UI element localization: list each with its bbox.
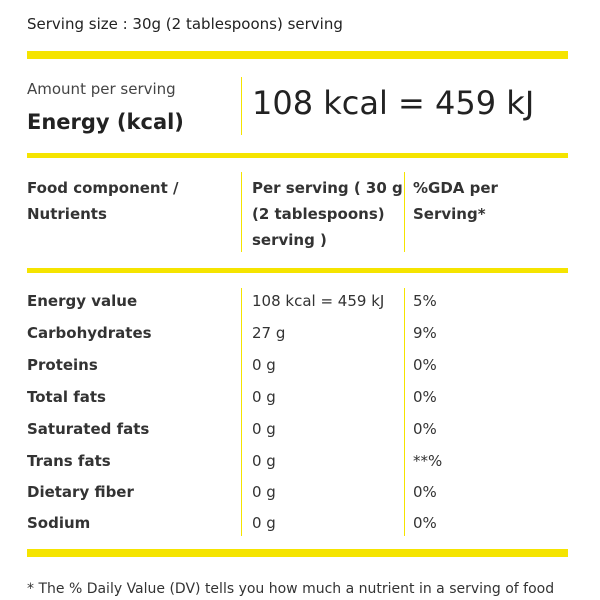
header-text: (2 tablespoons): [252, 205, 385, 223]
footnote: * The % Daily Value (DV) tells you how m…: [27, 581, 555, 597]
header-text: Per serving ( 30 g: [252, 179, 403, 197]
nutrient-gda: 5%: [413, 292, 437, 310]
nutrient-name: Trans fats: [27, 452, 111, 470]
energy-value: 108 kcal = 459 kJ: [252, 84, 535, 122]
column-divider: [241, 288, 242, 536]
nutrient-name: Total fats: [27, 388, 106, 406]
nutrient-gda: 0%: [413, 483, 437, 501]
column-divider: [404, 288, 405, 536]
nutrient-gda: 0%: [413, 420, 437, 438]
header-text: serving ): [252, 231, 327, 249]
nutrient-name: Sodium: [27, 514, 91, 532]
header-text: Serving*: [413, 205, 486, 223]
column-divider: [404, 172, 405, 252]
nutrient-gda: 0%: [413, 388, 437, 406]
nutrient-gda: 9%: [413, 324, 437, 342]
nutrient-value: 0 g: [252, 483, 276, 501]
header-food-component: Food component / Nutrients: [27, 175, 178, 227]
nutrient-name: Saturated fats: [27, 420, 150, 438]
column-divider: [241, 172, 242, 252]
nutrient-value: 27 g: [252, 324, 286, 342]
column-divider: [241, 77, 242, 135]
nutrient-name: Carbohydrates: [27, 324, 152, 342]
nutrient-gda: 0%: [413, 356, 437, 374]
nutrient-value: 0 g: [252, 514, 276, 532]
header-gda: %GDA per Serving*: [413, 175, 498, 227]
serving-size: Serving size : 30g (2 tablespoons) servi…: [27, 15, 343, 33]
energy-label: Energy (kcal): [27, 110, 184, 134]
divider-bar: [27, 51, 568, 59]
amount-per-serving-label: Amount per serving: [27, 80, 176, 98]
divider-bar: [27, 549, 568, 557]
header-per-serving: Per serving ( 30 g (2 tablespoons) servi…: [252, 175, 403, 253]
nutrient-value: 0 g: [252, 452, 276, 470]
nutrient-value: 108 kcal = 459 kJ: [252, 292, 385, 310]
header-text: Nutrients: [27, 205, 107, 223]
header-text: Food component /: [27, 179, 179, 197]
nutrient-name: Proteins: [27, 356, 98, 374]
nutrient-name: Dietary fiber: [27, 483, 134, 501]
nutrient-gda: **%: [413, 452, 443, 470]
nutrient-name: Energy value: [27, 292, 138, 310]
nutrient-value: 0 g: [252, 388, 276, 406]
nutrient-gda: 0%: [413, 514, 437, 532]
nutrient-value: 0 g: [252, 420, 276, 438]
divider-bar: [27, 268, 568, 273]
divider-bar: [27, 153, 568, 158]
nutrient-value: 0 g: [252, 356, 276, 374]
header-text: %GDA per: [413, 179, 498, 197]
